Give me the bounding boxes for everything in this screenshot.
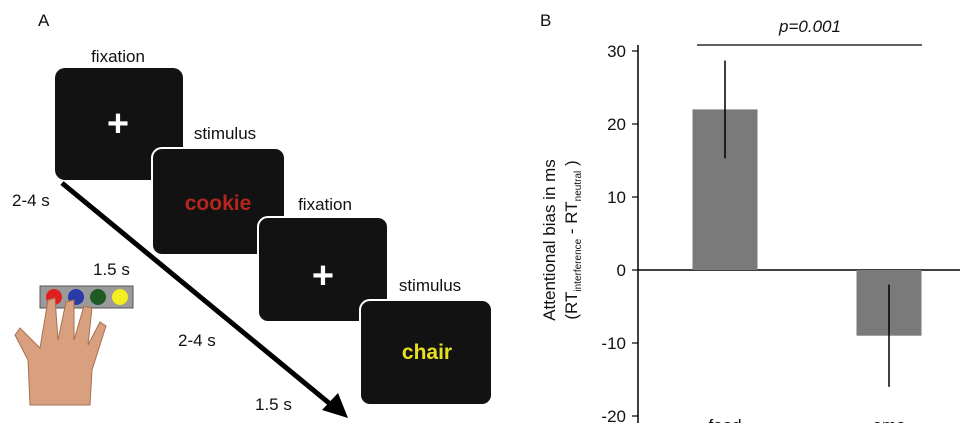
- y-label-sub: interference: [573, 238, 584, 291]
- y-label: Attentional bias in ms (RTinterference -…: [540, 159, 584, 321]
- y-tick-label: -10: [601, 334, 626, 353]
- y-label-line: Attentional bias in ms: [540, 159, 559, 321]
- y-tick-label: 20: [607, 115, 626, 134]
- key: [112, 289, 128, 305]
- key: [90, 289, 106, 305]
- y-label-sub: neutral: [573, 171, 584, 202]
- y-tick-label: 0: [617, 261, 626, 280]
- arrow-head: [322, 393, 348, 418]
- y-label-part: - RT: [562, 201, 581, 238]
- hand: [15, 298, 106, 405]
- stimulus-word: cookie: [185, 192, 252, 215]
- y-label-part: (RT: [562, 292, 581, 320]
- y-label-part: ): [562, 160, 581, 170]
- fixation-cross: +: [312, 255, 334, 297]
- figure: A fixation + stimulus cookie fixation + …: [0, 0, 960, 423]
- annotation: p=0.001: [778, 17, 841, 36]
- panel-label: B: [540, 11, 551, 30]
- step-caption: fixation: [298, 195, 352, 214]
- duration: 2-4 s: [178, 331, 216, 350]
- x-tick-label: food: [708, 416, 741, 423]
- y-tick-label: 30: [607, 42, 626, 61]
- step-caption: stimulus: [194, 124, 256, 143]
- fixation-cross: +: [107, 103, 129, 145]
- step-caption: fixation: [91, 47, 145, 66]
- y-tick-label: -20: [601, 407, 626, 423]
- duration: 1.5 s: [93, 260, 130, 279]
- panel-label: A: [38, 11, 50, 30]
- y-tick-label: 10: [607, 188, 626, 207]
- x-tick-label: emo: [872, 416, 905, 423]
- y-label-line: (RTinterference - RTneutral ): [562, 160, 584, 319]
- duration: 1.5 s: [255, 395, 292, 414]
- duration: 2-4 s: [12, 191, 50, 210]
- step-caption: stimulus: [399, 276, 461, 295]
- stimulus-word: chair: [402, 341, 452, 364]
